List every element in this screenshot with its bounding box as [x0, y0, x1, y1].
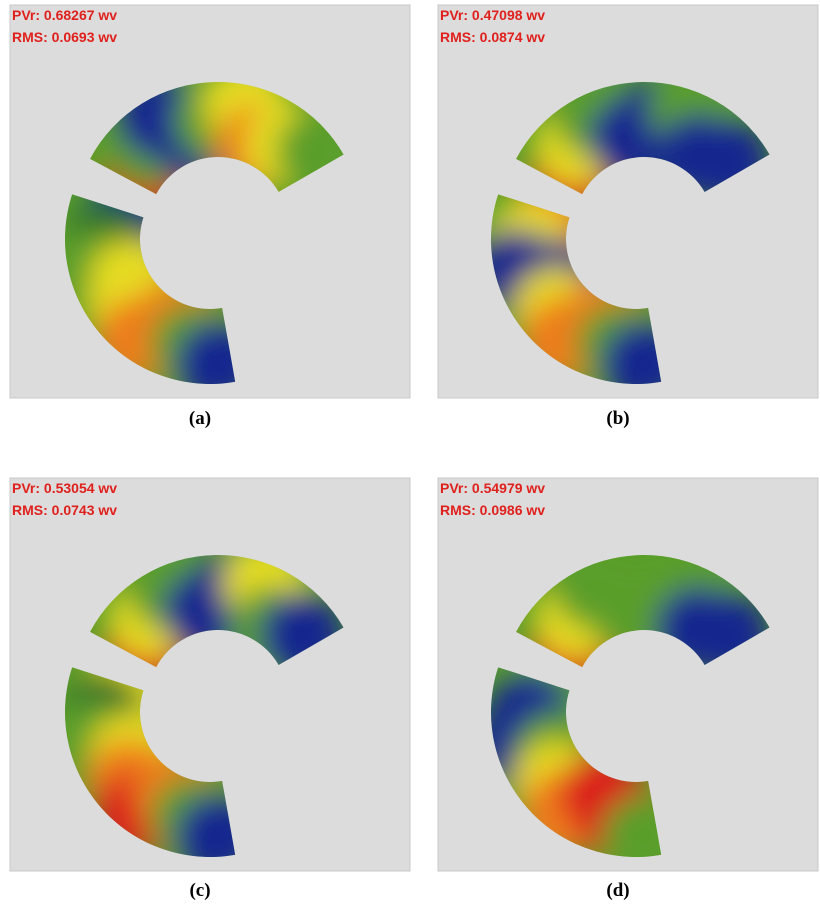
caption: (c)	[189, 880, 210, 901]
pvr-label: PVr: 0.54979 wv	[440, 480, 545, 496]
caption: (b)	[606, 408, 629, 429]
panel: PVr: 0.54979 wv RMS: 0.0986 wv (d)	[438, 478, 818, 901]
rms-label: RMS: 0.0693 wv	[12, 29, 117, 45]
panel: PVr: 0.53054 wv RMS: 0.0743 wv (c)	[10, 478, 410, 901]
rms-label: RMS: 0.0986 wv	[440, 502, 545, 518]
panel: PVr: 0.47098 wv RMS: 0.0874 wv (b)	[438, 5, 818, 429]
caption: (d)	[606, 880, 629, 901]
rms-label: RMS: 0.0874 wv	[440, 29, 545, 45]
pvr-label: PVr: 0.53054 wv	[12, 480, 117, 496]
pvr-label: PVr: 0.47098 wv	[440, 7, 545, 23]
rms-label: RMS: 0.0743 wv	[12, 502, 117, 518]
pvr-label: PVr: 0.68267 wv	[12, 7, 117, 23]
caption: (a)	[189, 408, 211, 429]
panel: PVr: 0.68267 wv RMS: 0.0693 wv (a)	[10, 5, 410, 429]
figure: PVr: 0.68267 wv RMS: 0.0693 wv (a) PVr: 0.4…	[0, 0, 820, 913]
